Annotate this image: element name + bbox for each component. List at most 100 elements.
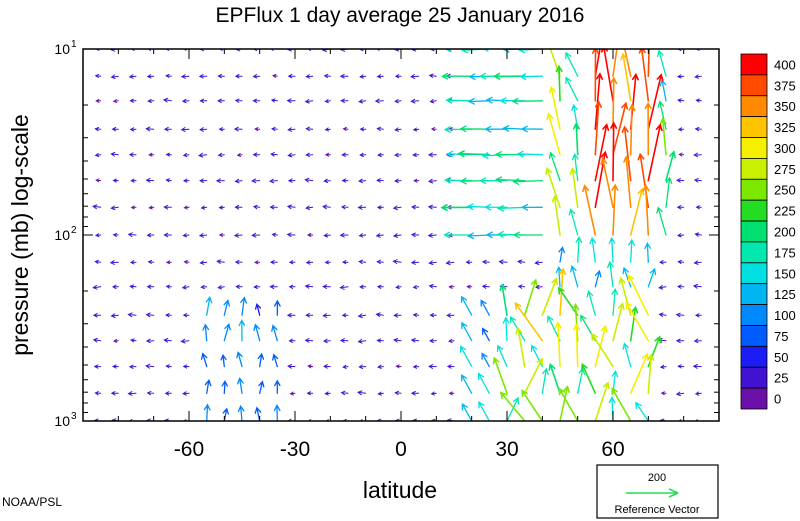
flux-vector	[678, 152, 685, 157]
flux-vector	[181, 98, 190, 104]
flux-vector	[466, 232, 490, 240]
flux-vector	[559, 385, 570, 421]
flux-vector	[695, 98, 702, 103]
flux-vector	[575, 235, 583, 263]
flux-vector	[694, 313, 702, 318]
colorbar-label: 325	[774, 120, 796, 135]
flux-vector	[94, 259, 102, 264]
flux-vector	[234, 205, 243, 210]
flux-vector	[461, 321, 473, 342]
flux-vector	[659, 260, 667, 265]
flux-vector	[217, 98, 225, 104]
flux-vector	[694, 232, 702, 237]
flux-vector	[163, 232, 172, 238]
colorbar-label: 375	[774, 78, 796, 93]
flux-vector	[323, 233, 331, 238]
x-tick-label: 60	[601, 438, 624, 461]
flux-vector	[233, 233, 243, 238]
flux-vector	[577, 367, 586, 394]
flux-vector	[357, 205, 367, 210]
flux-vector	[393, 338, 402, 343]
flux-vector	[394, 178, 402, 183]
flux-vector	[183, 260, 190, 264]
flux-vector	[693, 178, 702, 183]
flux-vector	[692, 364, 702, 369]
flux-vector	[376, 338, 384, 343]
flux-vector	[341, 260, 349, 265]
flux-vector	[273, 299, 281, 316]
flux-vector	[146, 284, 155, 289]
flux-vector	[324, 260, 331, 265]
flux-vector	[128, 152, 137, 157]
flux-vector	[676, 178, 685, 183]
flux-vector	[495, 176, 526, 184]
flux-vector	[182, 233, 190, 238]
flux-vector	[498, 259, 508, 265]
flux-vector	[165, 313, 172, 318]
flux-vector	[111, 284, 119, 289]
flux-vector	[271, 232, 278, 237]
flux-vector	[675, 338, 685, 344]
flux-vector	[147, 98, 155, 104]
flux-vector	[392, 205, 402, 211]
flux-vector	[340, 204, 349, 210]
flux-vector	[376, 178, 384, 183]
flux-vector	[304, 284, 314, 289]
flux-vector	[223, 322, 231, 342]
flux-vector	[429, 99, 437, 104]
flux-vector	[220, 353, 227, 368]
flux-vector	[446, 313, 455, 318]
flux-vector	[358, 259, 367, 265]
flux-vector	[165, 178, 172, 183]
reference-label: Reference Vector	[615, 504, 700, 516]
colorbar-label: 275	[774, 162, 796, 177]
flux-vector	[443, 231, 473, 239]
flux-vector	[573, 322, 581, 368]
flux-vector	[324, 152, 331, 157]
flux-vector	[358, 99, 367, 104]
flux-vector	[546, 112, 561, 156]
flux-vector	[253, 323, 261, 342]
flux-vector	[287, 127, 296, 132]
flux-vector	[359, 152, 367, 157]
flux-vector	[410, 338, 420, 343]
flux-vector	[359, 284, 367, 289]
flux-vector	[289, 391, 296, 396]
flux-vector	[94, 233, 102, 238]
flux-vector	[692, 283, 702, 289]
flux-vector	[412, 364, 420, 369]
flux-vector	[659, 117, 667, 156]
flux-vector	[429, 338, 437, 343]
flux-vector	[554, 321, 562, 368]
reference-vector-box: 200 Reference Vector	[596, 464, 719, 519]
flux-vector	[647, 49, 650, 50]
flux-vector	[445, 96, 473, 104]
flux-vector	[130, 205, 137, 210]
flux-vector	[413, 178, 420, 183]
flux-vector	[322, 338, 331, 344]
x-axis: -60 -30 0 30 60	[82, 49, 720, 461]
flux-vector	[95, 49, 102, 51]
y-tick-exponent: 3	[71, 411, 77, 422]
flux-vector	[465, 260, 473, 265]
colorbar-box	[740, 325, 768, 347]
flux-vector	[621, 125, 632, 182]
flux-vector	[92, 284, 102, 290]
flux-vector	[112, 338, 119, 343]
flux-vector	[665, 176, 673, 208]
flux-vector	[481, 284, 490, 289]
flux-vector	[502, 316, 510, 342]
flux-vector	[427, 204, 437, 210]
flux-vector	[594, 49, 597, 50]
colorbar-box	[740, 387, 768, 410]
flux-vector	[676, 233, 685, 238]
flux-vector	[306, 233, 314, 237]
flux-vector	[199, 178, 208, 183]
flux-vector	[236, 351, 243, 368]
credit-label: NOAA/PSL	[2, 495, 62, 509]
flux-vector	[427, 152, 437, 158]
flux-vector	[237, 404, 245, 421]
flux-vector	[484, 203, 508, 211]
flux-vector	[286, 98, 296, 104]
flux-vector	[307, 419, 314, 421]
